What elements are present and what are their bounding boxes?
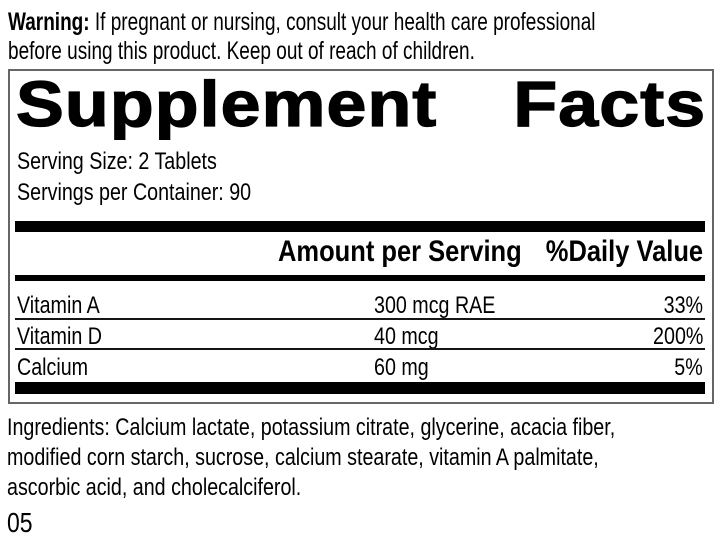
supplement-facts-panel: Supplement Facts Serving Size: 2 Tablets… [8, 69, 714, 404]
header-divider [15, 275, 705, 281]
panel-title-word-left: Supplement [15, 68, 438, 140]
row-divider [15, 348, 705, 350]
nutrient-daily-value: 200% [652, 323, 703, 350]
ingredients-text: Ingredients: Calcium lactate, potassium … [7, 413, 720, 503]
warning-line-1: Warning: If pregnant or nursing, consult… [8, 8, 596, 37]
nutrient-name: Calcium [17, 354, 89, 381]
nutrient-name: Vitamin A [17, 292, 100, 319]
row-divider [15, 318, 705, 320]
nutrient-amount: 40 mcg [374, 323, 439, 350]
warning-line-1-rest: If pregnant or nursing, consult your hea… [89, 8, 596, 36]
table-row: Vitamin A 300 mcg RAE 33% [10, 294, 712, 318]
nutrient-amount: 300 mcg RAE [374, 292, 496, 319]
panel-title-word-right: Facts [512, 68, 706, 140]
ingredients-line-3: ascorbic acid, and cholecalciferol. [7, 474, 302, 501]
nutrient-name: Vitamin D [17, 323, 102, 350]
warning-line-2: before using this product. Keep out of r… [8, 37, 475, 65]
serving-size: Serving Size: 2 Tablets [17, 148, 217, 175]
nutrient-amount: 60 mg [374, 354, 429, 381]
serving-size-line: Serving Size: 2 Tablets [17, 146, 303, 177]
nutrient-daily-value: 5% [674, 354, 703, 381]
table-row: Calcium 60 mg 5% [10, 356, 712, 380]
servings-per-container: Servings per Container: 90 [17, 179, 252, 206]
nutrient-daily-value: 33% [663, 292, 703, 319]
panel-title: Supplement Facts [15, 68, 706, 140]
thick-divider-top [15, 221, 705, 232]
ingredients-line-2: modified corn starch, sucrose, calcium s… [7, 444, 599, 471]
serving-info: Serving Size: 2 Tablets Servings per Con… [17, 146, 303, 208]
table-row: Vitamin D 40 mcg 200% [10, 325, 712, 349]
servings-per-container-line: Servings per Container: 90 [17, 177, 303, 208]
thick-divider-bottom [15, 382, 705, 394]
warning-text: Warning: If pregnant or nursing, consult… [8, 8, 720, 66]
column-header-daily-value: %Daily Value [545, 235, 703, 268]
product-code: 05 [7, 507, 33, 538]
column-header-amount: Amount per Serving [278, 235, 522, 268]
ingredients-line-1: Ingredients: Calcium lactate, potassium … [7, 414, 616, 441]
warning-label: Warning: [8, 8, 90, 36]
